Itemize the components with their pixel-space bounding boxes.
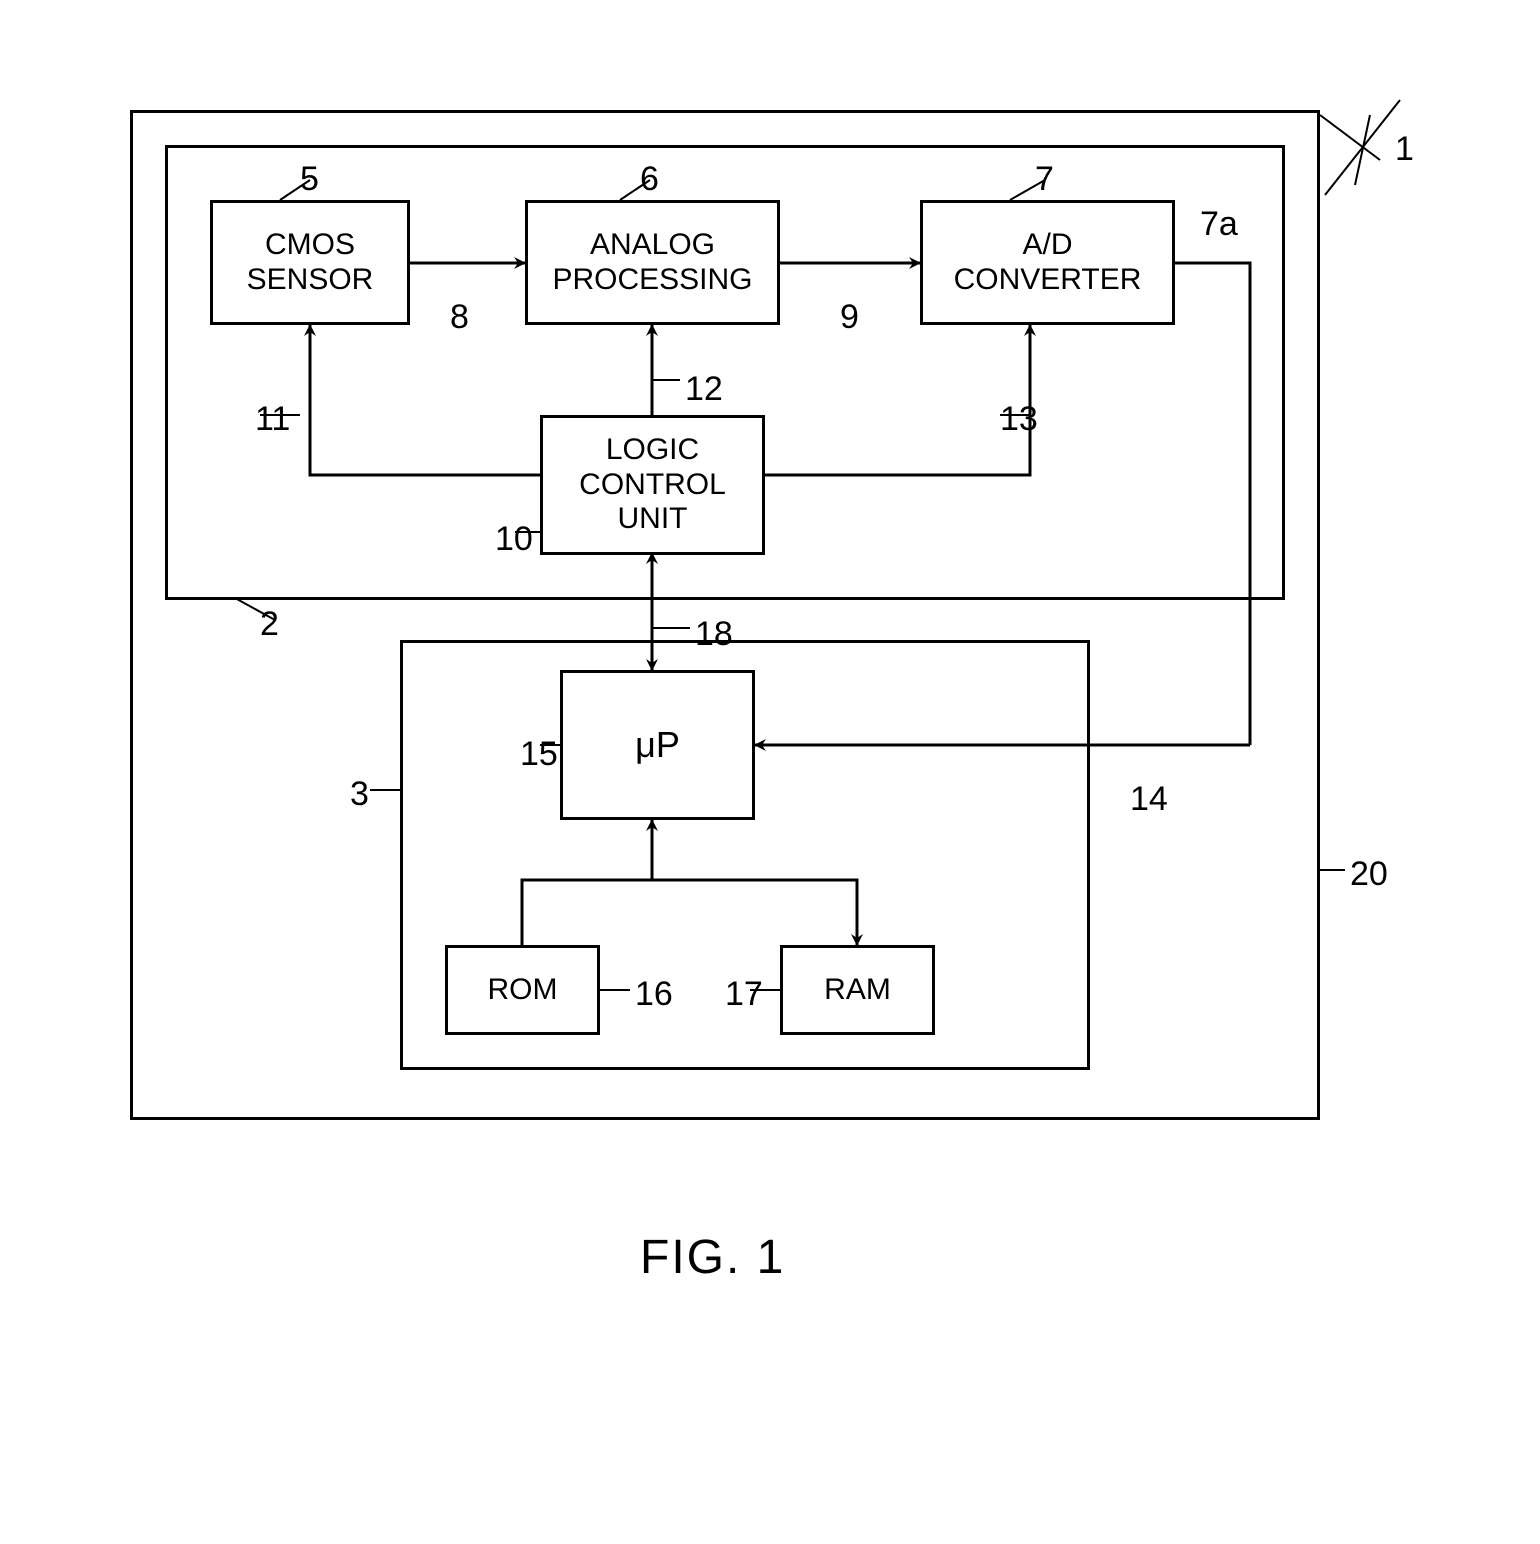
microprocessor-block: μP — [560, 670, 755, 820]
ref-5: 5 — [300, 160, 319, 199]
ref-12: 12 — [685, 370, 723, 409]
ref-17: 17 — [725, 975, 763, 1014]
ref-8: 8 — [450, 298, 469, 337]
rom-block: ROM — [445, 945, 600, 1035]
ref-9: 9 — [840, 298, 859, 337]
ref-6: 6 — [640, 160, 659, 199]
cmos-sensor-block: CMOS SENSOR — [210, 200, 410, 325]
ram-block: RAM — [780, 945, 935, 1035]
ref-7a: 7a — [1200, 205, 1238, 244]
logic-control-unit-block: LOGIC CONTROL UNIT — [540, 415, 765, 555]
figure-caption: FIG. 1 — [640, 1230, 785, 1285]
ref-16: 16 — [635, 975, 673, 1014]
ref-11: 11 — [255, 400, 290, 439]
ad-converter-block: A/D CONVERTER — [920, 200, 1175, 325]
ref-18: 18 — [695, 615, 733, 654]
ref-15: 15 — [520, 735, 558, 774]
ref-14: 14 — [1130, 780, 1168, 819]
ref-3: 3 — [350, 775, 369, 814]
ref-10: 10 — [495, 520, 533, 559]
ref-13: 13 — [1000, 400, 1038, 439]
ref-7: 7 — [1035, 160, 1054, 199]
ref-20: 20 — [1350, 855, 1388, 894]
ref-2: 2 — [260, 605, 279, 644]
ref-1: 1 — [1395, 130, 1414, 169]
figure-stage: CMOS SENSOR ANALOG PROCESSING A/D CONVER… — [0, 0, 1540, 1544]
analog-processing-block: ANALOG PROCESSING — [525, 200, 780, 325]
